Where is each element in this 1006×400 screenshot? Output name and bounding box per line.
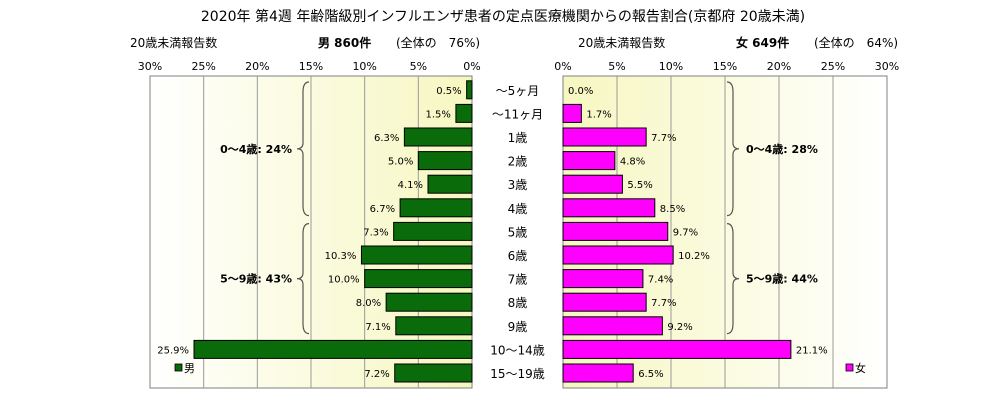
category-label: 15～19歳	[490, 367, 545, 381]
legend-female-label: 女	[855, 361, 866, 375]
right-group-annotation: 0～4歳: 28%	[746, 142, 818, 156]
male-bar	[456, 104, 472, 122]
right-tick-label: 5%	[608, 60, 625, 73]
female-data-label: 5.5%	[627, 180, 652, 191]
female-data-label: 7.7%	[651, 133, 676, 144]
female-data-label: 10.2%	[678, 251, 710, 262]
male-data-label: 0.5%	[436, 86, 461, 97]
category-label: 4歳	[508, 202, 528, 216]
male-data-label: 6.7%	[370, 204, 395, 215]
category-label: 6歳	[508, 249, 528, 263]
male-data-label: 1.5%	[425, 109, 450, 120]
right-group-annotation: 5～9歳: 44%	[746, 272, 818, 286]
female-bar	[563, 199, 655, 217]
female-bar	[563, 152, 615, 170]
female-bar	[563, 270, 643, 288]
right-tick-label: 10%	[659, 60, 683, 73]
category-label: ～11ヶ月	[492, 107, 543, 121]
female-data-label: 4.8%	[620, 157, 645, 168]
right-tick-label: 0%	[554, 60, 571, 73]
legend-male-swatch	[175, 364, 182, 371]
legend-female-swatch	[846, 364, 853, 371]
category-label: 1歳	[508, 131, 528, 145]
female-data-label: 0.0%	[568, 86, 593, 97]
category-labels: ～5ヶ月 ～11ヶ月 1歳 2歳 3歳 4歳 5歳 6歳 7歳 8歳 9歳 10～14歳 15～19歳	[490, 84, 545, 381]
male-bar	[428, 175, 472, 193]
category-label: 10～14歳	[490, 343, 545, 357]
butterfly-chart: 0～4歳: 24% 5～9歳: 43% 0～4歳: 28% 5～9歳: 44% 0.5…	[0, 0, 1006, 400]
male-bar	[395, 364, 472, 382]
male-data-label: 25.9%	[157, 345, 189, 356]
male-bar	[404, 128, 472, 146]
category-label: ～5ヶ月	[496, 84, 540, 98]
female-bar	[563, 175, 622, 193]
female-data-label: 6.5%	[638, 369, 663, 380]
male-data-label: 6.3%	[374, 133, 399, 144]
male-data-label: 8.0%	[356, 298, 381, 309]
left-tick-label: 5%	[410, 60, 427, 73]
category-label: 7歳	[508, 273, 528, 287]
left-group-annotation: 5～9歳: 43%	[220, 272, 292, 286]
left-group-annotation: 0～4歳: 24%	[220, 142, 292, 156]
left-tick-label: 0%	[463, 60, 480, 73]
male-data-label: 10.0%	[328, 275, 360, 286]
male-bar	[467, 81, 472, 99]
chart-stage: 2020年 第4週 年齢階級別インフルエンザ患者の定点医療機関からの報告割合(京…	[0, 0, 1006, 400]
female-bar	[563, 104, 581, 122]
right-tick-label: 25%	[821, 60, 845, 73]
male-data-label: 10.3%	[325, 251, 357, 262]
category-label: 9歳	[508, 320, 528, 334]
female-bar	[563, 222, 668, 240]
male-bar	[386, 293, 472, 311]
male-bar	[396, 317, 472, 335]
left-tick-label: 20%	[245, 60, 269, 73]
female-bar	[563, 128, 646, 146]
male-data-label: 7.2%	[364, 369, 389, 380]
female-data-label: 8.5%	[660, 204, 685, 215]
female-bar	[563, 340, 791, 358]
male-bar	[361, 246, 472, 264]
female-data-label: 9.7%	[673, 227, 698, 238]
female-bar	[563, 246, 673, 264]
female-data-label: 21.1%	[796, 345, 828, 356]
category-label: 2歳	[508, 155, 528, 169]
category-label: 3歳	[508, 178, 528, 192]
male-bar	[418, 152, 472, 170]
male-data-label: 5.0%	[388, 157, 413, 168]
right-tick-label: 20%	[767, 60, 791, 73]
male-data-label: 7.1%	[365, 322, 390, 333]
legend-male-label: 男	[184, 362, 195, 375]
female-bar	[563, 293, 646, 311]
male-bar	[394, 222, 472, 240]
tick-labels: 0% 0% 5% 5% 10% 10% 15% 15% 20% 20% 25% 25% 30% 30%	[138, 60, 899, 73]
female-data-label: 1.7%	[586, 109, 611, 120]
female-data-label: 9.2%	[667, 322, 692, 333]
left-tick-label: 25%	[191, 60, 215, 73]
female-bar	[563, 364, 633, 382]
female-bar	[563, 317, 662, 335]
male-data-label: 4.1%	[398, 180, 423, 191]
right-tick-label: 15%	[713, 60, 737, 73]
female-data-label: 7.4%	[648, 275, 673, 286]
male-bar	[194, 340, 472, 358]
female-data-label: 7.7%	[651, 298, 676, 309]
category-label: 8歳	[508, 296, 528, 310]
male-bar	[365, 270, 472, 288]
male-bar	[400, 199, 472, 217]
left-tick-label: 30%	[138, 60, 162, 73]
right-tick-label: 30%	[875, 60, 899, 73]
category-label: 5歳	[508, 225, 528, 239]
male-data-label: 7.3%	[363, 227, 388, 238]
left-tick-label: 10%	[352, 60, 376, 73]
left-tick-label: 15%	[299, 60, 323, 73]
